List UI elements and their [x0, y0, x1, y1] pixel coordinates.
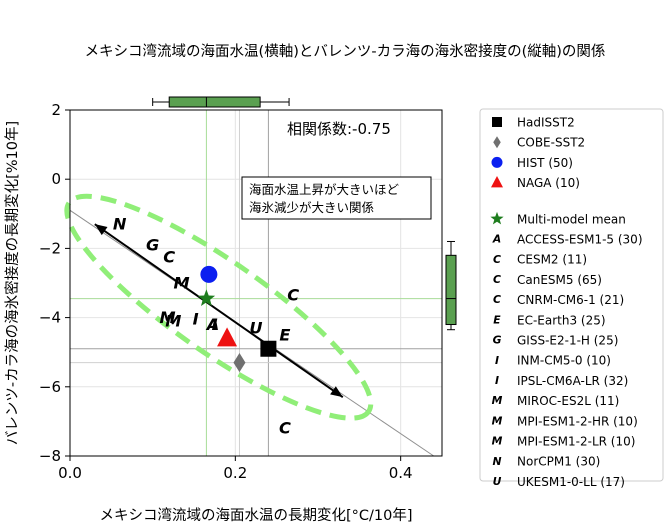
data-point-miroc-es2l: M — [174, 273, 190, 292]
legend-marker: N — [492, 455, 501, 468]
legend-marker — [490, 211, 504, 225]
annotation-line-2: 海氷減少が大きい関係 — [249, 200, 374, 215]
x-boxplot — [152, 96, 290, 108]
x-tick-label: 0.4 — [389, 464, 413, 482]
data-point-ipsl-cm6a-lr: I — [212, 315, 218, 334]
legend-marker: I — [495, 374, 499, 387]
legend-label: NAGA (10) — [517, 176, 580, 190]
legend-marker: I — [495, 354, 499, 367]
legend-marker: C — [493, 273, 501, 286]
data-point-ec-earth3: E — [279, 325, 290, 344]
arrow-shaft — [94, 223, 344, 399]
legend-marker: M — [492, 414, 503, 427]
legend-marker: M — [492, 435, 503, 448]
x-tick-label: 0.0 — [58, 464, 82, 482]
data-point-naga — [217, 327, 238, 347]
legend-marker: U — [493, 475, 502, 488]
y-tick-label: −4 — [39, 309, 61, 327]
legend-marker — [491, 176, 503, 188]
plot-frame — [69, 109, 443, 457]
arrow-head-start — [94, 224, 108, 236]
data-point-canesm5: C — [279, 419, 291, 438]
data-point-norcpm1: N — [113, 215, 127, 234]
data-point-mpi-esm1-2-lr: M — [165, 311, 181, 330]
data-point-mpi-esm1-2-hr: M — [159, 308, 175, 327]
legend-marker — [492, 117, 502, 127]
x-axis-ticks: 0.0 0.2 0.4 — [58, 456, 413, 482]
legend-label: HIST (50) — [517, 156, 573, 170]
legend-marker: M — [492, 394, 503, 407]
legend-marker: G — [493, 334, 502, 347]
y-tick-label: −8 — [39, 447, 61, 465]
data-point-cobe-sst2 — [233, 352, 246, 373]
data-point-multi-model — [197, 289, 216, 306]
legend-label: HadISST2 — [517, 116, 575, 130]
y-tick-label: −2 — [39, 239, 61, 257]
legend-marker: E — [493, 313, 501, 326]
legend-label: CanESM5 (65) — [517, 273, 602, 287]
legend-items: HadISST2 COBE-SST2 HIST (50) NAGA (10) Multi… — [490, 116, 643, 489]
legend-label: NorCPM1 (30) — [517, 455, 600, 469]
y-axis-label: バレンツ-カラ海の海氷密接度の長期変化[%10年] — [4, 121, 21, 445]
x-tick-label: 0.2 — [223, 464, 247, 482]
y-boxplot — [445, 240, 457, 331]
legend-marker: C — [493, 253, 501, 266]
legend-marker: C — [493, 293, 501, 306]
legend-frame — [479, 108, 664, 482]
arrow-head-end — [330, 386, 343, 398]
y-tick-label: 2 — [51, 101, 61, 119]
legend-label: GISS-E2-1-H (25) — [517, 334, 618, 348]
data-point-cnrm-cm6-1: C — [163, 247, 175, 266]
legend-label: CNRM-CM6-1 (21) — [517, 293, 624, 307]
legend-label: EC-Earth3 (25) — [517, 313, 606, 327]
data-point-giss-e2-1-h: G — [146, 235, 159, 254]
legend-marker — [491, 156, 503, 168]
plot-background — [70, 110, 442, 456]
data-point-hadisst2 — [260, 340, 277, 357]
legend: HadISST2 COBE-SST2 HIST (50) NAGA (10) Multi… — [479, 108, 664, 489]
legend-label: MPI-ESM1-2-LR (10) — [517, 435, 635, 449]
legend-label: Multi-model mean — [517, 212, 626, 226]
legend-label: INM-CM5-0 (10) — [517, 354, 611, 368]
legend-marker: A — [492, 233, 501, 246]
annotation-box: 海面水温上昇が大きいほど 海氷減少が大きい関係 — [241, 176, 432, 220]
confidence-ellipse — [64, 193, 374, 421]
legend-label: COBE-SST2 — [517, 136, 585, 150]
legend-marker — [493, 136, 501, 149]
reference-lines — [64, 110, 442, 457]
data-point-inm-cm5-0: I — [193, 310, 199, 329]
annotation-line-1: 海面水温上昇が大きいほど — [249, 182, 400, 197]
correlation-label: 相関係数:-0.75 — [287, 120, 391, 138]
data-point-access-esm1-5: A — [205, 315, 220, 334]
chart-title: メキシコ湾流域の海面水温(横軸)とバレンツ-カラ海の海氷密接度の(縦軸)の関係 — [85, 43, 606, 60]
legend-label: CESM2 (11) — [517, 253, 587, 267]
legend-label: ACCESS-ESM1-5 (30) — [517, 233, 643, 247]
y-axis-ticks: −8 −6 −4 −2 0 2 — [39, 101, 70, 465]
y-box — [445, 254, 457, 326]
data-point-ukesm1-0-ll: U — [249, 318, 262, 337]
data-point-hist — [200, 265, 218, 283]
legend-label: MIROC-ES2L (11) — [517, 394, 619, 408]
y-tick-label: −6 — [39, 378, 61, 396]
legend-label: UKESM1-0-LL (17) — [517, 475, 625, 489]
legend-label: IPSL-CM6A-LR (32) — [517, 374, 628, 388]
x-box — [168, 96, 261, 108]
data-point-cesm2: C — [287, 286, 299, 305]
legend-label: MPI-ESM1-2-HR (10) — [517, 414, 638, 428]
y-tick-label: 0 — [51, 170, 61, 188]
annotation-frame — [241, 176, 432, 220]
x-axis-label: メキシコ湾流域の海面水温の長期変化[°C/10年] — [99, 507, 412, 524]
